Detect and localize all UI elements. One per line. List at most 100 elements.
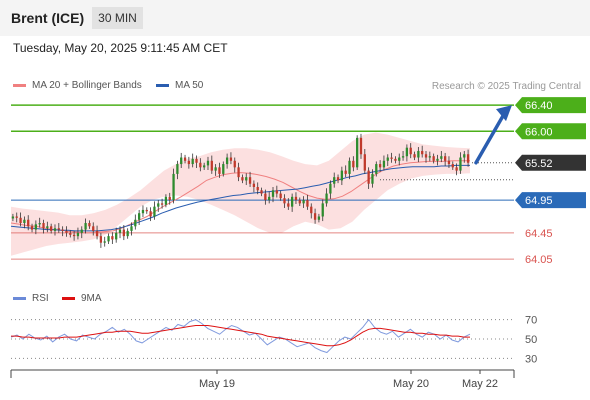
candle-body bbox=[46, 226, 49, 229]
candle bbox=[340, 166, 344, 186]
x-tick-label: May 20 bbox=[393, 378, 429, 390]
candle-body bbox=[57, 228, 60, 230]
candle-body bbox=[103, 241, 106, 243]
candle bbox=[72, 230, 76, 241]
candle-body bbox=[359, 137, 363, 155]
legend-swatch-rsi bbox=[13, 296, 26, 300]
candle-body bbox=[348, 160, 351, 174]
candle bbox=[367, 167, 370, 189]
candle-body bbox=[72, 234, 76, 237]
candle-body bbox=[76, 232, 80, 237]
level-label-0: 66.40 bbox=[515, 97, 586, 114]
candle bbox=[260, 187, 263, 197]
candle bbox=[50, 223, 53, 234]
legend-swatch-ma50 bbox=[156, 83, 169, 87]
candle-body bbox=[344, 170, 347, 174]
candle bbox=[428, 151, 431, 162]
candle bbox=[268, 191, 271, 204]
candle bbox=[252, 180, 256, 193]
candle-body bbox=[428, 156, 431, 158]
candle-body bbox=[367, 170, 370, 184]
candle bbox=[398, 153, 401, 166]
candle-body bbox=[214, 167, 217, 171]
candle bbox=[310, 203, 313, 219]
rsi-series-9ma bbox=[11, 325, 470, 347]
candle bbox=[126, 228, 129, 239]
candle bbox=[122, 225, 125, 241]
credit-text: Research © 2025 Trading Central bbox=[431, 81, 581, 92]
candle-body bbox=[283, 198, 286, 204]
level-label-3: 64.95 bbox=[515, 192, 586, 209]
candle bbox=[149, 207, 152, 222]
candle-body bbox=[302, 200, 305, 204]
candle-body bbox=[340, 170, 344, 181]
candle-body bbox=[424, 154, 428, 158]
level-value: 66.40 bbox=[525, 100, 553, 112]
candle bbox=[160, 198, 164, 209]
candle-body bbox=[95, 230, 99, 237]
candle-body bbox=[168, 196, 171, 201]
candle bbox=[218, 162, 221, 178]
level-tag bbox=[515, 123, 586, 140]
candle bbox=[440, 150, 443, 163]
forecast-arrow-head bbox=[496, 105, 512, 122]
candle-body bbox=[183, 157, 187, 161]
candle bbox=[27, 215, 30, 231]
candle bbox=[275, 185, 278, 198]
candle bbox=[168, 192, 171, 205]
candle-body bbox=[11, 216, 15, 219]
candle-body bbox=[115, 232, 118, 240]
level-value: 64.45 bbox=[525, 228, 553, 240]
candle-body bbox=[268, 196, 271, 201]
candle bbox=[463, 150, 466, 163]
candle-body bbox=[260, 190, 263, 194]
candle-body bbox=[88, 223, 91, 227]
candle bbox=[421, 145, 424, 158]
candle-body bbox=[386, 157, 389, 161]
candle bbox=[459, 152, 462, 174]
candle bbox=[80, 226, 83, 239]
legend-9ma: 9MA bbox=[62, 293, 102, 304]
candle bbox=[245, 173, 248, 186]
candle-body bbox=[459, 157, 462, 171]
candle bbox=[57, 223, 60, 233]
candle-body bbox=[413, 154, 416, 158]
rsi-tick-30: 30 bbox=[525, 353, 537, 365]
candle-body bbox=[401, 156, 405, 158]
candle bbox=[229, 152, 233, 165]
candle bbox=[210, 155, 213, 174]
candle bbox=[409, 143, 412, 159]
candle bbox=[363, 149, 366, 174]
candle-body bbox=[421, 150, 424, 155]
candle bbox=[336, 174, 340, 184]
candle-body bbox=[27, 219, 30, 227]
rsi-tick-50: 50 bbox=[525, 334, 537, 346]
candle-body bbox=[69, 232, 72, 235]
candle-body bbox=[325, 193, 328, 204]
legend-bollinger: MA 20 + Bollinger Bands bbox=[13, 80, 142, 91]
level-tag bbox=[515, 154, 586, 171]
candle bbox=[130, 222, 133, 236]
candle bbox=[447, 156, 451, 168]
candle-body bbox=[336, 177, 340, 181]
candle-body bbox=[382, 160, 386, 168]
legend-label-bollinger: MA 20 + Bollinger Bands bbox=[32, 80, 142, 91]
candle bbox=[118, 226, 122, 239]
candle-body bbox=[237, 167, 240, 178]
candle-body bbox=[61, 229, 64, 231]
candle bbox=[103, 236, 106, 247]
candle bbox=[451, 161, 454, 170]
candle bbox=[290, 193, 294, 212]
candle-body bbox=[306, 200, 309, 207]
candle-body bbox=[218, 167, 221, 174]
candle bbox=[99, 232, 103, 248]
candle-body bbox=[398, 157, 401, 161]
candle bbox=[294, 192, 298, 205]
candle bbox=[222, 161, 225, 177]
candle-body bbox=[141, 209, 145, 214]
timeframe-badge[interactable]: 30 MIN bbox=[92, 7, 143, 29]
candle-body bbox=[409, 147, 412, 155]
candle bbox=[30, 223, 34, 233]
candle bbox=[115, 227, 118, 243]
